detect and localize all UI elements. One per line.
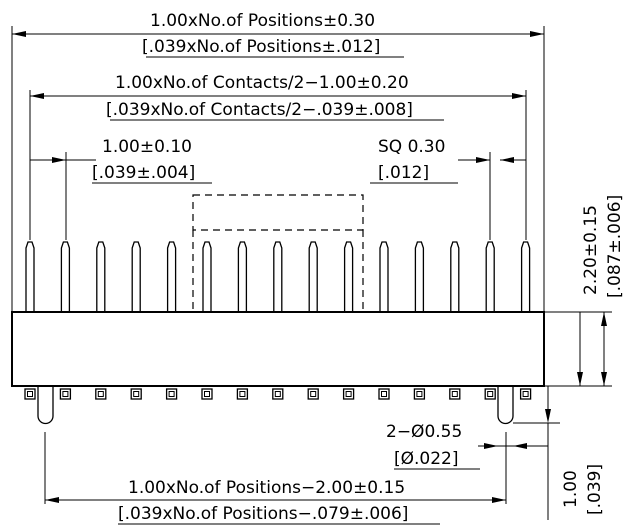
solder-pad [342,388,355,400]
dim-overall-width-inch: [.039xNo.of Positions±.012] [142,37,380,57]
peg-left [37,386,54,425]
solder-pad [236,388,249,400]
dim-peg-diameter-inch: [Ø.022] [394,449,459,469]
solder-pad [130,388,142,400]
dim-peg-length-inch: [.039] [585,464,605,515]
solder-pad [24,388,36,400]
dim-peg-length-mm: 1.00 [561,470,581,508]
dim-pin-height: 2.20±0.15 [.087±.006] [544,195,625,387]
pin [25,241,35,312]
dim-peg-spacing-mm: 1.00xNo.of Positions−2.00±0.15 [128,478,405,498]
dim-pin-height-mm: 2.20±0.15 [581,205,601,295]
pin [520,241,531,312]
dim-peg-spacing: 1.00xNo.of Positions−2.00±0.15 [.039xNo.… [44,432,507,525]
dim-contacts-span: 1.00xNo.of Contacts/2−1.00±0.20 [.039xNo… [29,73,527,240]
peg-right [497,386,514,425]
pin [450,241,460,312]
pin [131,241,141,312]
dim-contacts-span-inch: [.039xNo.of Contacts/2−.039±.008] [106,100,413,120]
connector-body [11,311,545,387]
pin [202,241,212,312]
dim-peg-diameter-mm: 2−Ø0.55 [386,422,462,442]
pin [414,241,425,312]
dim-overall-width-mm: 1.00xNo.of Positions±0.30 [150,11,375,31]
dim-contacts-span-mm: 1.00xNo.of Contacts/2−1.00±0.20 [115,73,409,93]
dim-peg-spacing-inch: [.039xNo.of Positions−.079±.006] [118,504,408,524]
pin-row [25,241,531,312]
dim-pin-square-mm: SQ 0.30 [378,137,445,157]
pad-row [24,388,532,400]
pin [166,241,177,312]
solder-pad [413,388,426,400]
dim-pitch-inch: [.039±.004] [92,163,195,183]
solder-pad [449,388,461,400]
dim-pin-height-inch: [.087±.006] [605,195,625,298]
dim-pin-square-inch: [.012] [378,163,429,183]
pin [343,241,354,312]
dim-overall-width: 1.00xNo.of Positions±0.30 [.039xNo.of Po… [11,11,545,312]
dim-pin-square: SQ 0.30 [.012] [370,137,526,240]
solder-pad [378,388,390,400]
pin [96,241,106,312]
solder-pad [59,388,72,400]
pin [485,241,495,312]
solder-pad [272,388,284,400]
pin [273,241,283,312]
solder-pad [307,388,319,400]
pin [60,241,71,312]
dim-pitch: 1.00±0.10 [.039±.004] [30,137,212,240]
solder-pad [484,388,496,400]
dim-peg-length: 1.00 [.039] [513,386,605,520]
dim-pitch-mm: 1.00±0.10 [102,137,192,157]
pin [308,241,318,312]
solder-pad [519,388,532,400]
solder-pad [165,388,178,400]
solder-pad [201,388,213,400]
pin [379,241,389,312]
solder-pad [95,388,107,400]
dim-peg-diameter: 2−Ø0.55 [Ø.022] [386,422,548,470]
pin [237,241,248,312]
keep-out-outline [192,194,364,231]
